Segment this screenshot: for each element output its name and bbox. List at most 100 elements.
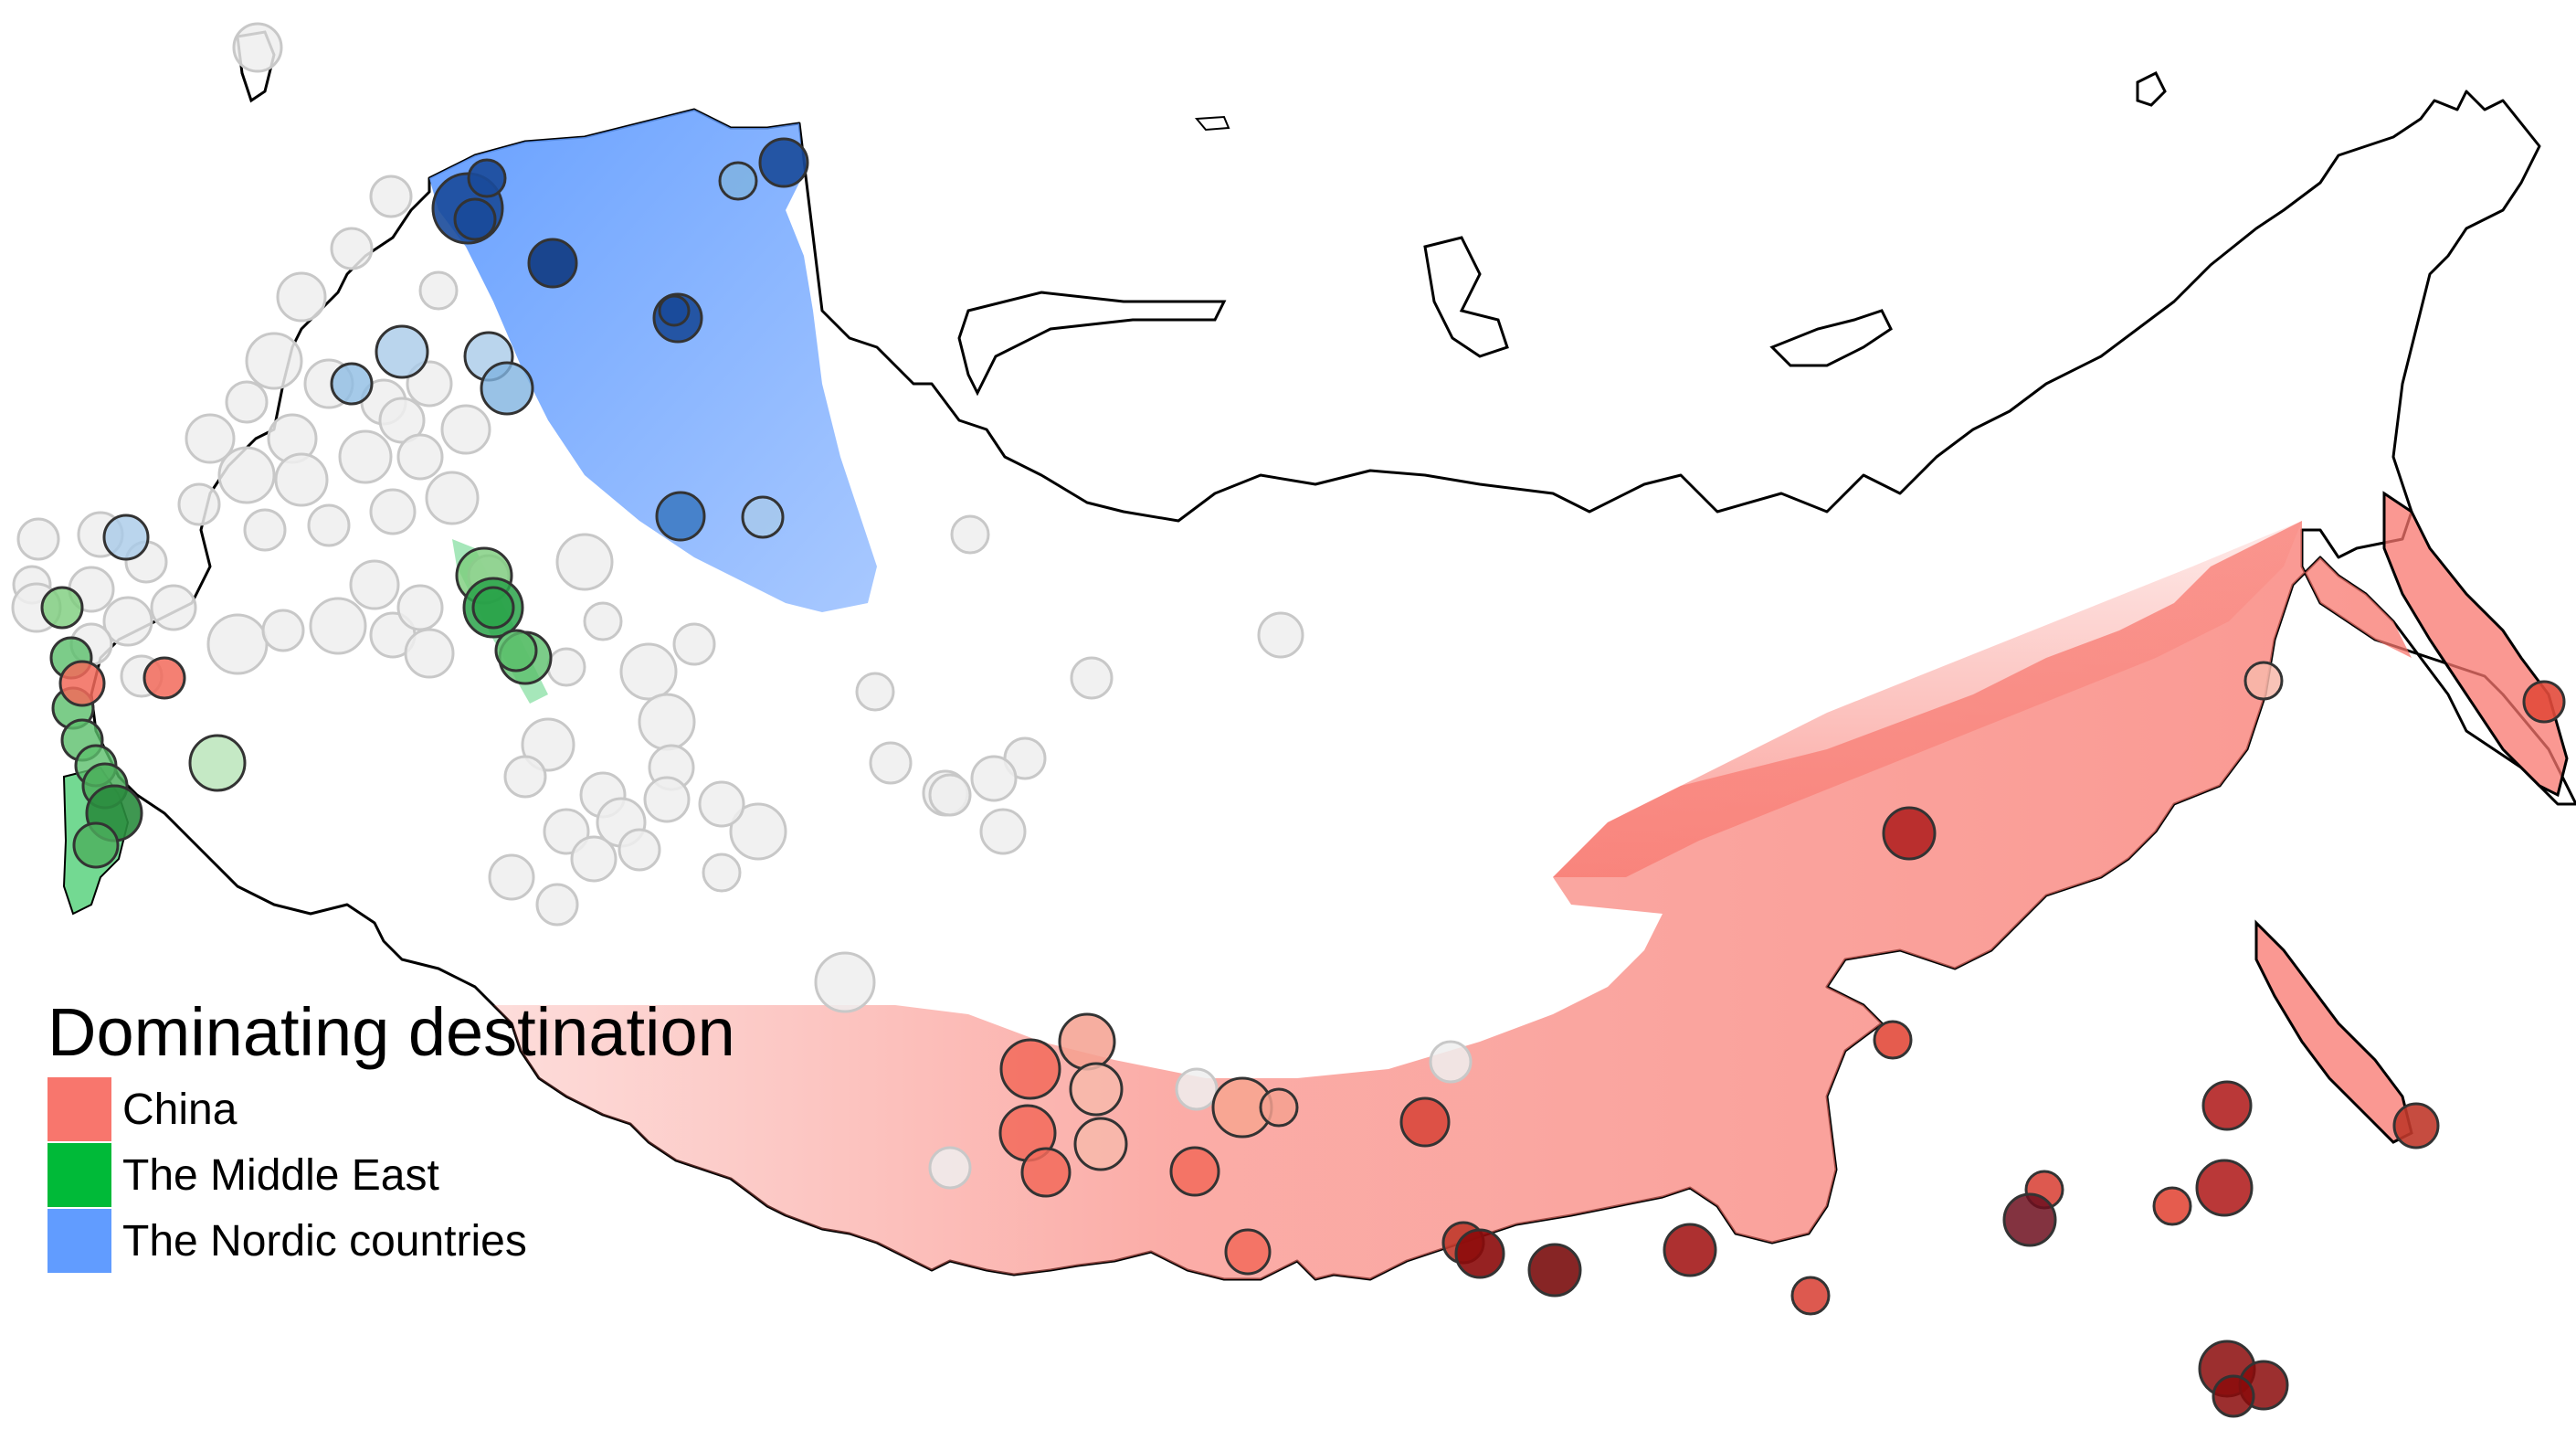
point [1663, 1223, 1717, 1277]
point [440, 404, 491, 455]
neutral-points [11, 22, 1473, 1190]
point [2243, 661, 2284, 701]
point [1527, 1243, 1582, 1298]
point [471, 586, 515, 630]
point [72, 821, 120, 869]
point [928, 1146, 972, 1190]
point [453, 197, 497, 241]
point [177, 482, 221, 526]
point [555, 533, 614, 591]
point [40, 586, 84, 630]
legend-item-nordic: The Nordic countries [48, 1208, 735, 1274]
point [418, 270, 459, 311]
point [1882, 806, 1937, 861]
point [1259, 1087, 1299, 1128]
wrangel-island [2136, 70, 2167, 107]
point [1790, 1276, 1831, 1316]
point [1175, 1067, 1219, 1111]
point [188, 734, 247, 792]
china-points [58, 656, 2566, 1418]
point [378, 397, 426, 444]
point [102, 514, 150, 561]
point [2201, 1080, 2253, 1131]
point [741, 495, 785, 539]
point [243, 508, 287, 552]
point [643, 776, 691, 823]
point [102, 596, 153, 647]
point [276, 271, 327, 323]
point [1454, 1228, 1505, 1279]
legend-item-middle-east: The Middle East [48, 1142, 735, 1208]
point [618, 828, 661, 872]
point [546, 647, 586, 687]
point [396, 584, 444, 631]
point [999, 1038, 1061, 1100]
point [1873, 1020, 1913, 1060]
legend-label-middle-east: The Middle East [122, 1150, 439, 1200]
point [1224, 1228, 1272, 1276]
nordic-points [102, 137, 809, 561]
point [309, 597, 367, 655]
point [758, 137, 809, 188]
middle-east-points [40, 546, 553, 869]
china-region-north [1553, 521, 2302, 877]
point [718, 161, 758, 201]
point [467, 158, 507, 198]
legend-label-china: China [122, 1085, 238, 1134]
point [950, 514, 990, 555]
point [206, 613, 269, 675]
point [1069, 1062, 1124, 1117]
point [245, 332, 303, 390]
point [217, 446, 276, 504]
point [619, 642, 678, 701]
novaya-zemlya [957, 291, 1227, 397]
point [307, 503, 351, 547]
point [658, 294, 691, 327]
point [729, 802, 787, 861]
point [58, 660, 106, 707]
point [698, 780, 745, 828]
point [349, 559, 400, 610]
point [2212, 1374, 2255, 1418]
point [1257, 611, 1304, 659]
sakhalin [2254, 919, 2413, 1144]
franz-josef-land [1194, 115, 1230, 132]
legend-title: Dominating destination [48, 994, 735, 1070]
point [928, 773, 972, 817]
point [1399, 1096, 1451, 1148]
severnaya-zemlya [1423, 236, 1509, 358]
point [869, 741, 913, 785]
point [2002, 1192, 2057, 1247]
point [150, 584, 197, 631]
point [814, 951, 876, 1013]
new-siberian-islands [1769, 309, 1893, 367]
nordic-region [429, 110, 877, 612]
point [330, 362, 374, 406]
point [503, 755, 547, 799]
point [369, 488, 417, 535]
legend-swatch-middle-east [48, 1143, 111, 1207]
point [2195, 1159, 2254, 1217]
point [970, 755, 1018, 802]
point [535, 883, 579, 927]
point [702, 853, 742, 893]
point [527, 238, 578, 289]
point [225, 380, 269, 424]
point [185, 413, 236, 464]
point [855, 672, 895, 712]
legend-label-nordic: The Nordic countries [122, 1216, 527, 1266]
point [1429, 1040, 1473, 1084]
point [570, 835, 618, 883]
point [338, 429, 393, 484]
legend-swatch-china [48, 1077, 111, 1141]
legend-item-china: China [48, 1076, 735, 1142]
point [1058, 1012, 1116, 1071]
point [480, 361, 534, 416]
point [16, 517, 60, 561]
kamchatka [2382, 491, 2569, 798]
point [1169, 1146, 1220, 1197]
point [583, 601, 623, 641]
point [396, 433, 444, 481]
point [1020, 1147, 1072, 1198]
point [2152, 1186, 2192, 1226]
